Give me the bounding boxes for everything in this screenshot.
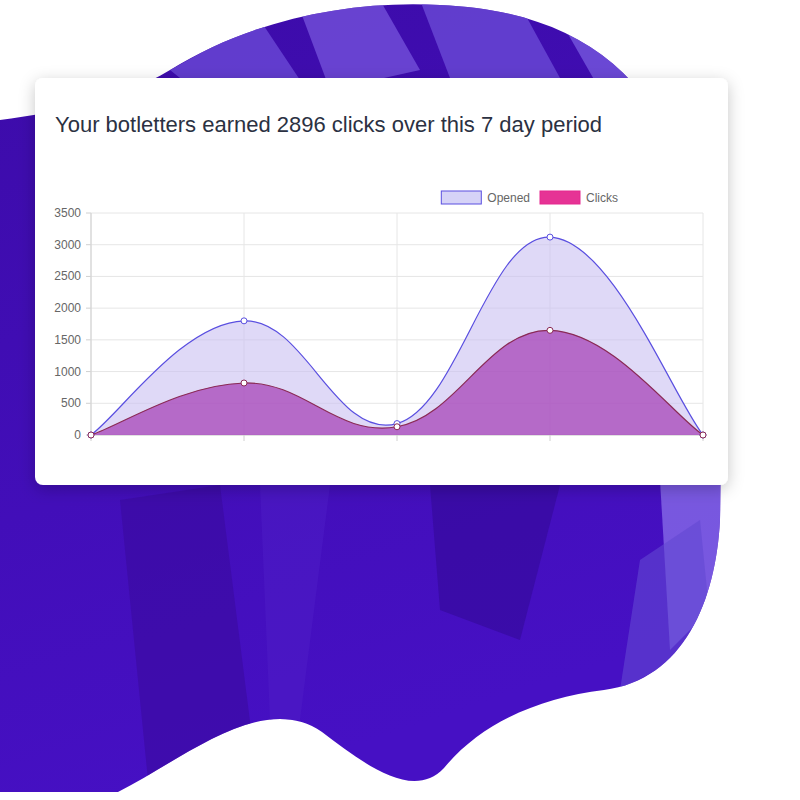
series-line — [91, 237, 703, 435]
series-line — [91, 330, 703, 435]
y-tick — [86, 276, 91, 277]
y-tick-label: 500 — [61, 396, 81, 410]
data-point — [700, 432, 706, 438]
y-tick-label: 3500 — [54, 206, 81, 220]
y-tick-label: 1000 — [54, 365, 81, 379]
y-tick-label: 3000 — [54, 238, 81, 252]
x-grid-line — [703, 213, 704, 435]
data-point — [88, 432, 94, 438]
data-point — [700, 432, 706, 438]
plot-area — [91, 237, 703, 435]
x-grid-line — [91, 213, 92, 435]
points — [88, 234, 706, 438]
y-tick — [86, 308, 91, 309]
blob-facet — [420, 0, 560, 78]
y-axis-line — [91, 213, 92, 435]
y-tick — [86, 339, 91, 340]
y-tick-label: 2500 — [54, 269, 81, 283]
legend: Opened Clicks — [441, 191, 618, 205]
y-tick — [86, 244, 91, 245]
blob-facet — [430, 485, 560, 640]
series-area — [91, 237, 703, 435]
y-tick-label: 0 — [74, 428, 81, 442]
chart-title: Your botletters earned 2896 clicks over … — [55, 112, 602, 137]
x-tick — [244, 435, 245, 441]
data-point — [88, 432, 94, 438]
data-point — [241, 380, 247, 386]
legend-swatch — [441, 191, 481, 204]
y-tick — [86, 213, 91, 214]
blob-facet — [120, 485, 260, 800]
data-point — [547, 327, 553, 333]
data-point — [547, 234, 553, 240]
blob-facet — [620, 520, 712, 690]
y-tick-label: 2000 — [54, 301, 81, 315]
y-tick — [86, 403, 91, 404]
card — [35, 78, 728, 485]
legend-label: Opened — [487, 191, 530, 205]
y-tick-label: 1500 — [54, 333, 81, 347]
legend-label: Clicks — [586, 191, 618, 205]
x-tick — [550, 435, 551, 441]
data-point — [394, 424, 400, 430]
page: Your botletters earned 2896 clicks over … — [0, 0, 800, 800]
legend-swatch — [540, 191, 580, 204]
blob-facet — [300, 0, 420, 90]
x-tick — [397, 435, 398, 441]
x-grid-line — [397, 213, 398, 435]
grid: 0 500 1000 1500 2000 2500 3000 3500 — [54, 206, 703, 442]
blob-facet — [260, 485, 330, 720]
series-area — [91, 330, 703, 435]
y-tick — [86, 371, 91, 372]
data-point — [241, 318, 247, 324]
